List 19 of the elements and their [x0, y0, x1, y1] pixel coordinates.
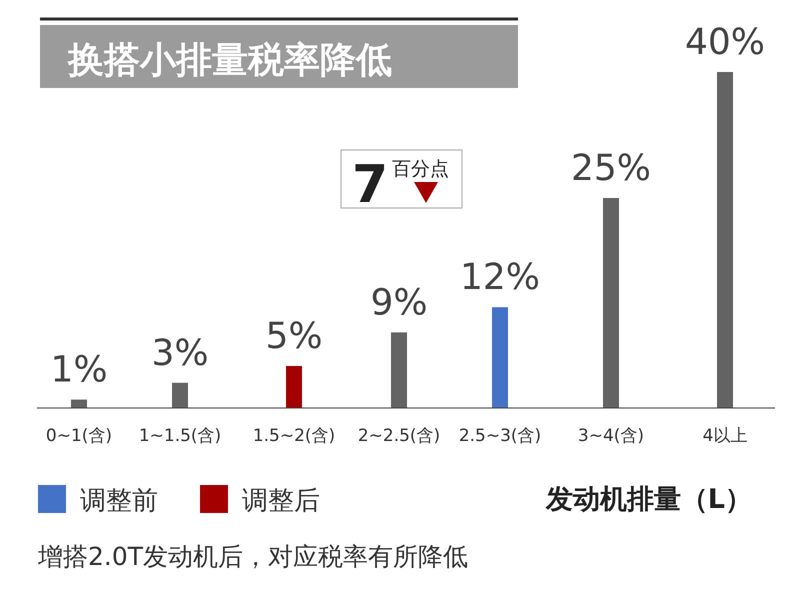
x-tick-label: 2.5~3(含) — [458, 426, 542, 446]
legend-label: 调整前 — [80, 486, 158, 516]
data-label: 25% — [570, 148, 652, 189]
data-label: 3% — [151, 332, 209, 374]
x-tick-label: 2~2.5(含) — [358, 426, 440, 446]
chart-title: 换搭小排量税率降低 — [67, 40, 392, 81]
x-tick-label: 1~1.5(含) — [138, 426, 222, 446]
text: 增搭2.0T发动机后，对应税率有所降低 — [37, 542, 468, 571]
x-tick-label: 3~4(含) — [578, 426, 644, 446]
legend-label: 调整后 — [242, 486, 320, 516]
data-label: 40% — [684, 22, 766, 63]
x-tick-label: 0~1(含) — [46, 426, 112, 446]
data-label: 12% — [460, 257, 540, 298]
x-tick-label: 4以上 — [702, 426, 748, 446]
x-tick-label: 1.5~2(含) — [252, 426, 336, 446]
x-axis-title: 发动机排量（L） — [544, 484, 752, 515]
data-label: 9% — [370, 282, 428, 324]
data-label: 1% — [50, 350, 108, 391]
data-label: 5% — [265, 316, 323, 357]
